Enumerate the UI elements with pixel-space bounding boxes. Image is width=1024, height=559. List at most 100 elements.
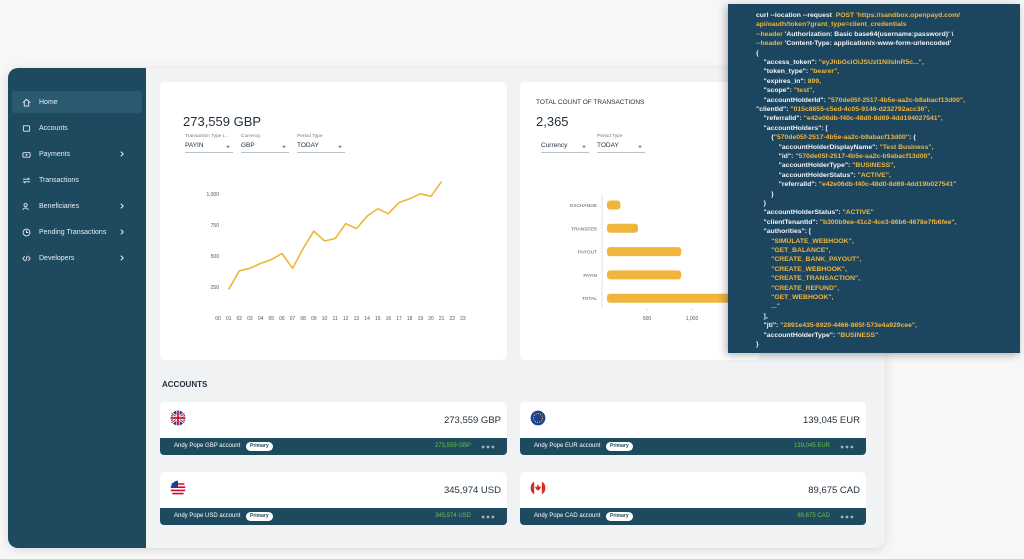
code-token: { bbox=[756, 49, 759, 57]
code-token: "GET_BALANCE", bbox=[756, 247, 831, 254]
code-token: "eyJhbGciOiJSUzI1NiIsInR5c...", bbox=[818, 59, 924, 66]
code-line: --header 'Authorization: Basic base64(us… bbox=[756, 30, 953, 39]
code-token: "BUSINESS" bbox=[837, 331, 879, 339]
sidebar: Home Accounts Payments Transactions Benefici… bbox=[8, 68, 146, 548]
caret bbox=[582, 145, 586, 149]
caret bbox=[338, 145, 342, 149]
flag bbox=[530, 410, 546, 426]
nav-label: Payments bbox=[39, 150, 71, 158]
code-token: } bbox=[756, 190, 774, 198]
nav-icon bbox=[22, 255, 31, 261]
dropdown-value: GBP bbox=[241, 142, 255, 149]
code-token: "Test Business", bbox=[879, 143, 934, 151]
dropdown-label: Period Type bbox=[297, 134, 323, 139]
code-token: "accountHolderStatus": bbox=[756, 171, 858, 179]
dropdown-label: Transaction Type (... bbox=[185, 134, 229, 139]
code-line: ], bbox=[756, 312, 768, 321]
code-line: } bbox=[756, 190, 774, 199]
code-token: "BUSINESS", bbox=[852, 162, 896, 170]
count-title: TOTAL COUNT OF TRANSACTIONS bbox=[536, 99, 645, 106]
account-name: Andy Pope EUR account bbox=[534, 443, 601, 449]
code-line: --header 'Content-Type: application/x-ww… bbox=[756, 39, 951, 48]
nav-icon bbox=[22, 176, 31, 184]
nav-item: Developers bbox=[12, 247, 142, 269]
code-token: "accountHolderType": bbox=[756, 162, 853, 170]
account-balance: 273,559 GBP bbox=[443, 415, 501, 426]
code-token: "ACTIVE", bbox=[857, 171, 891, 179]
code-line: api/oauth/token?grant_type=client_creden… bbox=[756, 20, 907, 29]
account-balance: 89,675 CAD bbox=[808, 485, 860, 496]
code-line: curl --location --request POST 'https://… bbox=[756, 11, 960, 20]
code-token: ], bbox=[756, 312, 768, 320]
code-token: 'Authorization: Basic base64(username:pa… bbox=[784, 30, 954, 38]
code-token: 'Content-Type: application/x-www-form-ur… bbox=[784, 40, 952, 48]
code-token: "CREATE_TRANSACTION", bbox=[756, 275, 861, 283]
account-balance: 139,045 EUR bbox=[802, 415, 860, 426]
account-footer: Andy Pope USD account Primary 345,974 USD bbox=[160, 508, 507, 525]
code-token: "accountHolderType": bbox=[756, 331, 838, 339]
account-name: Andy Pope USD account bbox=[174, 513, 241, 519]
code-token: --header bbox=[756, 40, 785, 48]
caret bbox=[226, 145, 230, 149]
code-token: "e42e06db-f40c-48d0-8d69-4dd19b027541" bbox=[818, 181, 957, 189]
code-token: "ACTIVE" bbox=[842, 209, 874, 217]
nav-item: Accounts bbox=[12, 117, 142, 139]
dropdown-value: TODAY bbox=[297, 142, 319, 149]
code-line: } bbox=[756, 199, 767, 208]
code-token: "GET_WEBHOOK", bbox=[756, 294, 834, 301]
code-token: "570de05f-2517-4b5e-aa2c-b8abacf13d00", bbox=[827, 96, 965, 104]
account-header: 273,559 GBP bbox=[160, 402, 507, 438]
code-token: curl --location --request bbox=[756, 12, 836, 19]
flag bbox=[170, 480, 186, 496]
code-token: "accountHolderStatus": bbox=[756, 209, 843, 217]
code-token: "jti": bbox=[756, 322, 781, 330]
code-token: "clientTenantId": bbox=[756, 218, 820, 226]
account-footer: Andy Pope GBP account Primary 273,559 GBP bbox=[160, 438, 507, 455]
code-token: "CREATE_BANK_PAYOUT", bbox=[756, 256, 862, 264]
caret bbox=[282, 145, 286, 149]
code-line: "token_type": "bearer", bbox=[756, 67, 840, 76]
nav-label: Pending Transactions bbox=[39, 228, 107, 236]
code-line: "accountHolderId": "570de05f-2517-4b5e-a… bbox=[756, 96, 965, 105]
accounts-title: ACCOUNTS bbox=[162, 380, 208, 389]
code-line: ..." bbox=[756, 302, 780, 311]
nav-icon bbox=[22, 228, 31, 236]
code-line: "accountHolderType": "BUSINESS" bbox=[756, 331, 879, 340]
nav-icon bbox=[22, 98, 31, 107]
dropdown-label: Period Type bbox=[597, 134, 623, 139]
code-token: "CREATE_REFUND", bbox=[756, 284, 839, 292]
nav-item: Payments bbox=[12, 143, 142, 165]
account-footer: Andy Pope CAD account Primary 89,675 CAD bbox=[520, 508, 866, 525]
code-token: "token_type": bbox=[756, 68, 811, 76]
code-line: "CREATE_REFUND", bbox=[756, 284, 839, 293]
code-token: "570de05f-2517-4b5e-aa2c-b9abacf13d00" bbox=[773, 134, 910, 142]
flag bbox=[170, 410, 186, 426]
account-card: 89,675 CAD Andy Pope CAD account Primary 89… bbox=[520, 472, 866, 525]
account-available: 273,559 GBP bbox=[434, 443, 471, 449]
dropdown-value: Currency bbox=[541, 142, 568, 149]
code-line: "clientTenantId": "b300b9ee-41c2-4ce3-86… bbox=[756, 218, 957, 227]
dropdown: Period Type TODAY bbox=[597, 134, 645, 153]
code-line: "authorities": [ bbox=[756, 227, 812, 236]
code-token: "access_token": bbox=[756, 59, 819, 66]
flag bbox=[530, 480, 546, 496]
code-token: { bbox=[756, 134, 774, 142]
account-card: 139,045 EUR Andy Pope EUR account Primary 1… bbox=[520, 402, 866, 455]
more-menu bbox=[840, 515, 854, 518]
nav-label: Developers bbox=[39, 254, 75, 262]
dropdown: Period Type TODAY bbox=[297, 134, 345, 153]
code-line: "CREATE_BANK_PAYOUT", bbox=[756, 255, 861, 264]
main-content: 273,559 GBP Transaction Type (... PAYIN Cu… bbox=[146, 68, 885, 548]
code-token: ..." bbox=[756, 303, 780, 311]
account-header: 345,974 USD bbox=[160, 472, 507, 508]
balance-card: 273,559 GBP Transaction Type (... PAYIN Cu… bbox=[160, 82, 507, 360]
code-token: } bbox=[756, 341, 759, 348]
chevron bbox=[120, 255, 124, 261]
chevron bbox=[120, 151, 124, 157]
code-line: } bbox=[756, 340, 759, 349]
code-line: "scope": "test", bbox=[756, 86, 815, 95]
code-token: --header bbox=[756, 30, 785, 38]
account-header: 89,675 CAD bbox=[520, 472, 866, 508]
code-line: "jti": "2891e435-8920-4466-865f-573e4a92… bbox=[756, 321, 918, 330]
